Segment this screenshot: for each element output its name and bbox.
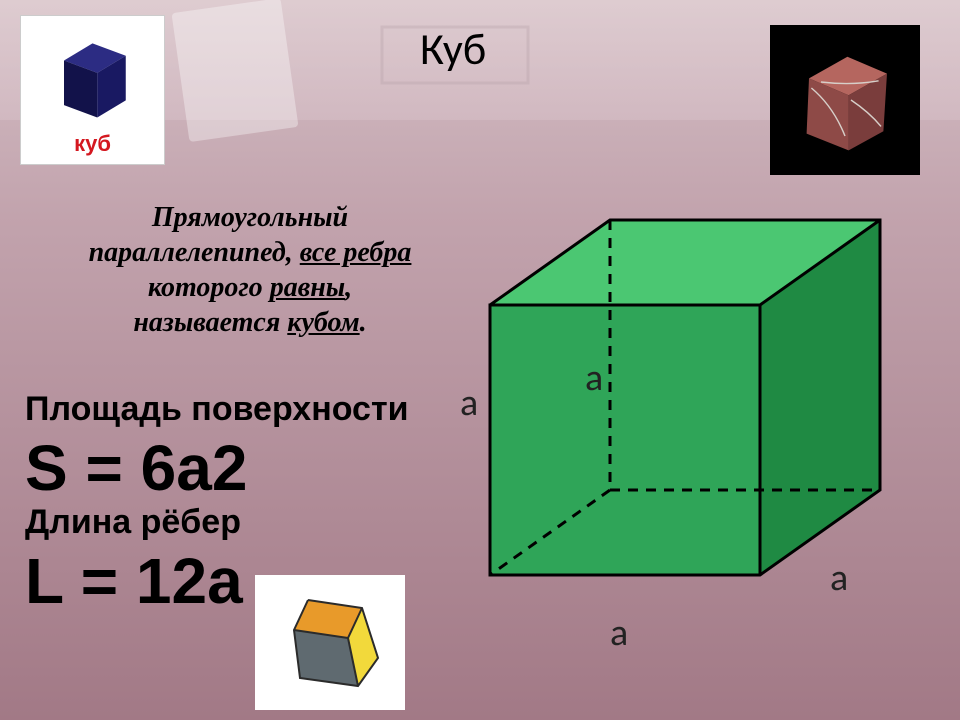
yellow-cube-card [255,575,405,710]
edge-label-right: a [830,555,848,601]
small-cube-label: куб [74,131,111,157]
big-cube-diagram [450,195,920,665]
small-cube-card: куб [20,15,165,165]
def-t2: которого [148,272,270,303]
def-u3: кубом [287,307,359,338]
def-u1: все ребра [300,237,412,268]
definition-text: Прямоугольный параллелепипед, все ребра … [80,200,420,340]
page-title: Куб [420,22,486,76]
marble-cube-card [770,25,920,175]
small-cube-icon [45,32,140,127]
edge-label-inner: a [585,355,603,401]
edges-label: Длина рёбер [25,503,409,542]
surface-label: Площадь поверхности [25,390,409,429]
edge-label-left: a [460,380,478,426]
edge-label-bottom: a [610,610,628,656]
clipboard-deco [160,0,300,120]
yellow-cube-icon [270,588,390,698]
def-t4: . [360,307,367,338]
def-u2: равны [270,272,345,303]
surface-formula: S = 6a2 [25,433,409,503]
marble-cube-icon [785,40,905,160]
